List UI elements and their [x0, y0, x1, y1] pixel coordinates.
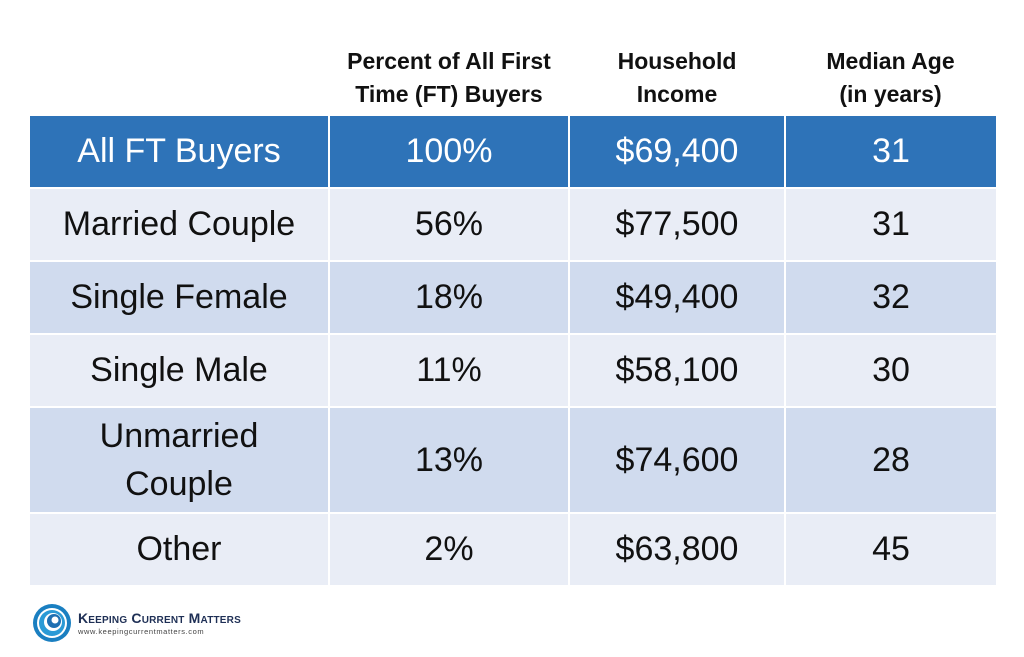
header-percent-line1: Percent of All First [347, 48, 551, 74]
header-percent-line2: Time (FT) Buyers [355, 81, 543, 107]
row-percent: 2% [328, 512, 569, 585]
table-row: Single Female 18% $49,400 32 [30, 260, 996, 334]
row-percent: 100% [328, 116, 569, 188]
row-percent: 18% [328, 260, 569, 334]
row-age: 31 [784, 187, 996, 261]
table-row: Married Couple 56% $77,500 31 [30, 187, 996, 261]
row-label: Single Male [30, 333, 329, 407]
row-percent: 11% [328, 333, 569, 407]
row-income: $74,600 [568, 406, 785, 513]
row-label: Unmarried Couple [30, 406, 329, 513]
row-income: $58,100 [568, 333, 785, 407]
brand-name: Keeping Current Matters [78, 609, 241, 626]
row-income: $63,800 [568, 512, 785, 585]
header-age-line2: (in years) [839, 81, 942, 107]
row-age: 31 [784, 116, 996, 188]
swirl-logo-icon [33, 604, 71, 642]
row-label: Single Female [30, 260, 329, 334]
row-income: $49,400 [568, 260, 785, 334]
header-percent: Percent of All First Time (FT) Buyers [329, 40, 569, 116]
row-label: All FT Buyers [30, 116, 329, 188]
header-income-line2: Income [636, 81, 718, 107]
header-empty [30, 40, 329, 116]
row-percent: 13% [328, 406, 569, 513]
row-label-line1: Unmarried [99, 417, 259, 455]
table-row: Single Male 11% $58,100 30 [30, 333, 996, 407]
row-age: 45 [784, 512, 996, 585]
table-header: Percent of All First Time (FT) Buyers Ho… [30, 40, 996, 116]
brand-logo: Keeping Current Matters www.keepingcurre… [32, 601, 241, 645]
row-income: $77,500 [568, 187, 785, 261]
header-age: Median Age (in years) [785, 40, 996, 116]
row-age: 32 [784, 260, 996, 334]
row-age: 28 [784, 406, 996, 513]
header-income-line1: Household [617, 48, 737, 74]
table-row: Other 2% $63,800 45 [30, 512, 996, 585]
row-percent: 56% [328, 187, 569, 261]
row-age: 30 [784, 333, 996, 407]
table-row: All FT Buyers 100% $69,400 31 [30, 116, 996, 188]
header-age-line1: Median Age [826, 48, 955, 74]
row-income: $69,400 [568, 116, 785, 188]
row-label: Other [30, 512, 329, 585]
table-row: Unmarried Couple 13% $74,600 28 [30, 406, 996, 513]
header-income: Household Income [569, 40, 785, 116]
row-label-line2: Couple [125, 465, 233, 503]
row-label: Married Couple [30, 187, 329, 261]
brand-url: www.keepingcurrentmatters.com [78, 626, 205, 636]
buyers-table: All FT Buyers 100% $69,400 31 Married Co… [30, 116, 996, 585]
